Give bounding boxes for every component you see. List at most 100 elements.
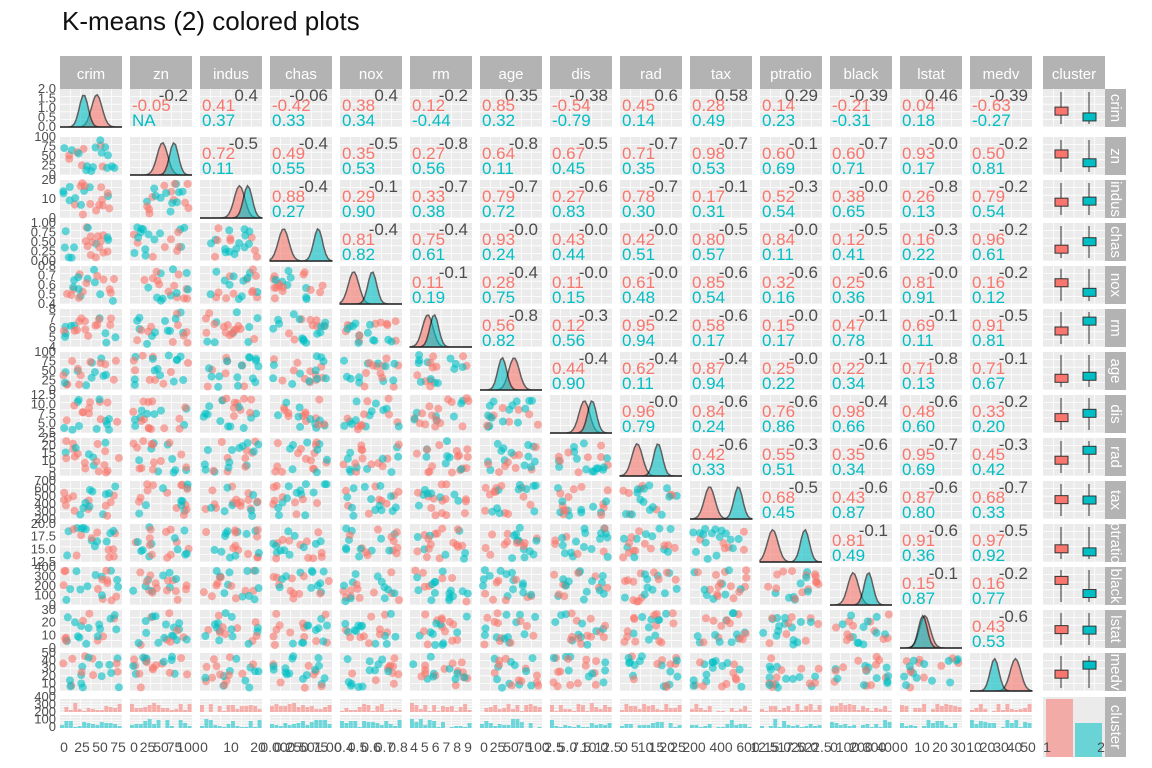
scatter-point (579, 439, 588, 448)
scatter-point (249, 447, 258, 456)
hist-bar (410, 719, 414, 728)
scatter-point (316, 288, 325, 297)
scatter-point (232, 654, 241, 663)
corr-cluster-1: 0.33 (412, 187, 445, 206)
scatter-point (498, 683, 506, 692)
panel-cluster-black (830, 699, 892, 729)
hist-bar (244, 706, 249, 712)
corr-cluster-1: 0.71 (902, 359, 935, 378)
corr-cluster-1: 0.43 (832, 488, 865, 507)
scatter-point (131, 366, 139, 375)
panel-crim-medv: -0.39-0.63-0.27 (970, 86, 1032, 130)
x-tick-label: 20.0 (791, 739, 818, 755)
boxplot-cluster-2 (1082, 589, 1097, 599)
scatter-point (519, 492, 528, 501)
boxplot-cluster-1 (1054, 495, 1069, 505)
scatter-point (150, 410, 159, 419)
panel-ptratio-indus (200, 524, 263, 563)
scatter-point (451, 675, 460, 684)
scatter-point (425, 402, 434, 411)
scatter-point (313, 445, 322, 454)
corr-total: -0.1 (929, 306, 958, 325)
scatter-point (423, 489, 432, 498)
hist-bar (388, 710, 393, 712)
scatter-point (375, 501, 384, 510)
hist-bar (301, 721, 305, 728)
scatter-point (355, 373, 364, 382)
panel-age-rad: -0.40.620.11 (620, 349, 682, 393)
x-tick-label: 10 (223, 739, 239, 755)
scatter-point (501, 654, 510, 663)
scatter-point (283, 494, 292, 503)
x-tick-label: 0 (900, 739, 908, 755)
density-cluster-2 (200, 184, 263, 219)
scatter-point (71, 443, 80, 452)
x-tick-label: 0.4 (334, 739, 354, 755)
scatter-point (788, 567, 796, 576)
panel-zn-indus: -0.50.720.11 (200, 134, 262, 178)
hist-bar (624, 724, 629, 728)
corr-total: -0.0 (929, 134, 958, 153)
scatter-point (213, 579, 222, 588)
hist-bar (690, 709, 694, 712)
panel-lstat-nox (340, 609, 402, 649)
panel-nox-chas (269, 266, 332, 305)
hist-bar (620, 710, 624, 712)
scatter-point (872, 674, 881, 683)
corr-cluster-2: 0.65 (832, 202, 865, 221)
scatter-point (663, 484, 671, 493)
corr-cluster-1: 0.44 (552, 359, 585, 378)
scatter-point (169, 468, 178, 477)
panel-black-lstat: -0.10.150.87 (900, 564, 962, 608)
hist-bar (156, 720, 161, 728)
panel-rm-nox (340, 309, 402, 348)
scatter-point (479, 575, 488, 584)
scatter-point (168, 652, 176, 661)
panel-cluster-crim (60, 699, 122, 729)
hist-bar (978, 704, 983, 712)
column-label-zn: zn (153, 66, 169, 83)
corr-total: -0.6 (719, 306, 748, 325)
scatter-point (559, 506, 568, 515)
scatter-point (143, 409, 152, 418)
scatter-point (570, 443, 578, 451)
scatter-point (93, 632, 102, 641)
scatter-point (645, 481, 654, 490)
scatter-point (81, 464, 90, 473)
scatter-point (226, 234, 235, 243)
hist-bar (642, 704, 647, 712)
hist-bar (104, 723, 109, 728)
hist-bar (99, 722, 104, 728)
hist-bar (200, 705, 204, 712)
scatter-point (182, 635, 191, 644)
panel-cluster-tax (690, 699, 752, 729)
scatter-point (586, 614, 595, 623)
scatter-point (174, 321, 182, 330)
scatter-point (502, 610, 511, 619)
scatter-point (432, 362, 441, 371)
scatter-point (103, 511, 112, 520)
scatter-point (900, 672, 909, 681)
corr-cluster-1: 0.52 (762, 187, 795, 206)
scatter-point (253, 526, 262, 534)
scatter-point (225, 226, 234, 235)
corr-cluster-2: 0.37 (202, 111, 235, 130)
corr-cluster-1: 0.96 (622, 402, 655, 421)
hist-bar (799, 727, 804, 728)
hist-bar (318, 720, 323, 728)
x-tick-label: 50 (153, 739, 169, 755)
corr-cluster-2: 0.57 (692, 245, 725, 264)
hist-bar (558, 727, 563, 728)
panel-ptratio-medv: -0.50.970.92 (970, 521, 1032, 565)
scatter-point (640, 590, 649, 599)
scatter-point (709, 658, 717, 667)
corr-cluster-2: 0.12 (972, 288, 1005, 307)
scatter-point (202, 314, 210, 323)
corr-total: -0.6 (719, 263, 748, 282)
hist-bar (572, 711, 577, 712)
corr-total: 0.35 (505, 86, 538, 105)
corr-cluster-1: 0.16 (972, 574, 1005, 593)
x-tick-label: 0.75 (301, 739, 328, 755)
scatter-point (184, 358, 192, 367)
hist-bar (528, 704, 533, 712)
